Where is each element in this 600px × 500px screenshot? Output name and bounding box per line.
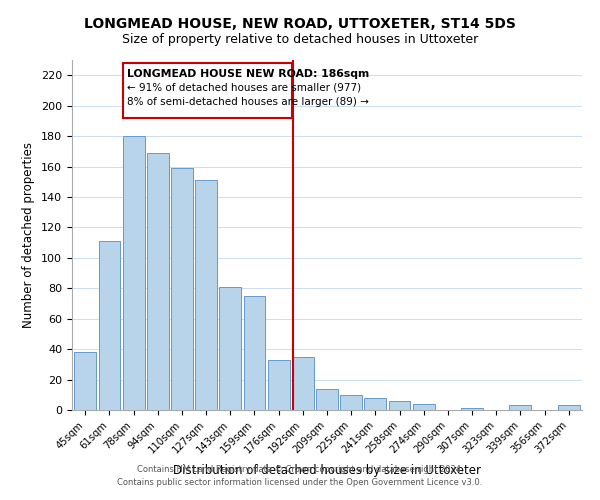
Bar — [413, 404, 434, 410]
Bar — [171, 168, 193, 410]
Text: Contains HM Land Registry data © Crown copyright and database right 2024.: Contains HM Land Registry data © Crown c… — [137, 466, 463, 474]
Bar — [195, 180, 217, 410]
Bar — [268, 360, 290, 410]
Bar — [74, 352, 96, 410]
Bar — [364, 398, 386, 410]
Text: ← 91% of detached houses are smaller (977): ← 91% of detached houses are smaller (97… — [127, 83, 361, 93]
Y-axis label: Number of detached properties: Number of detached properties — [22, 142, 35, 328]
Bar — [244, 296, 265, 410]
X-axis label: Distribution of detached houses by size in Uttoxeter: Distribution of detached houses by size … — [173, 464, 481, 476]
Bar — [389, 401, 410, 410]
Bar — [509, 406, 531, 410]
Bar — [558, 406, 580, 410]
Bar — [123, 136, 145, 410]
Bar — [98, 241, 121, 410]
Text: Contains public sector information licensed under the Open Government Licence v3: Contains public sector information licen… — [118, 478, 482, 487]
Bar — [292, 356, 314, 410]
Bar — [340, 395, 362, 410]
Bar — [220, 286, 241, 410]
Text: LONGMEAD HOUSE, NEW ROAD, UTTOXETER, ST14 5DS: LONGMEAD HOUSE, NEW ROAD, UTTOXETER, ST1… — [84, 18, 516, 32]
Bar — [461, 408, 483, 410]
Text: Size of property relative to detached houses in Uttoxeter: Size of property relative to detached ho… — [122, 32, 478, 46]
FancyBboxPatch shape — [123, 63, 292, 118]
Bar — [147, 153, 169, 410]
Text: 8% of semi-detached houses are larger (89) →: 8% of semi-detached houses are larger (8… — [127, 96, 369, 106]
Text: LONGMEAD HOUSE NEW ROAD: 186sqm: LONGMEAD HOUSE NEW ROAD: 186sqm — [127, 69, 370, 79]
Bar — [316, 388, 338, 410]
